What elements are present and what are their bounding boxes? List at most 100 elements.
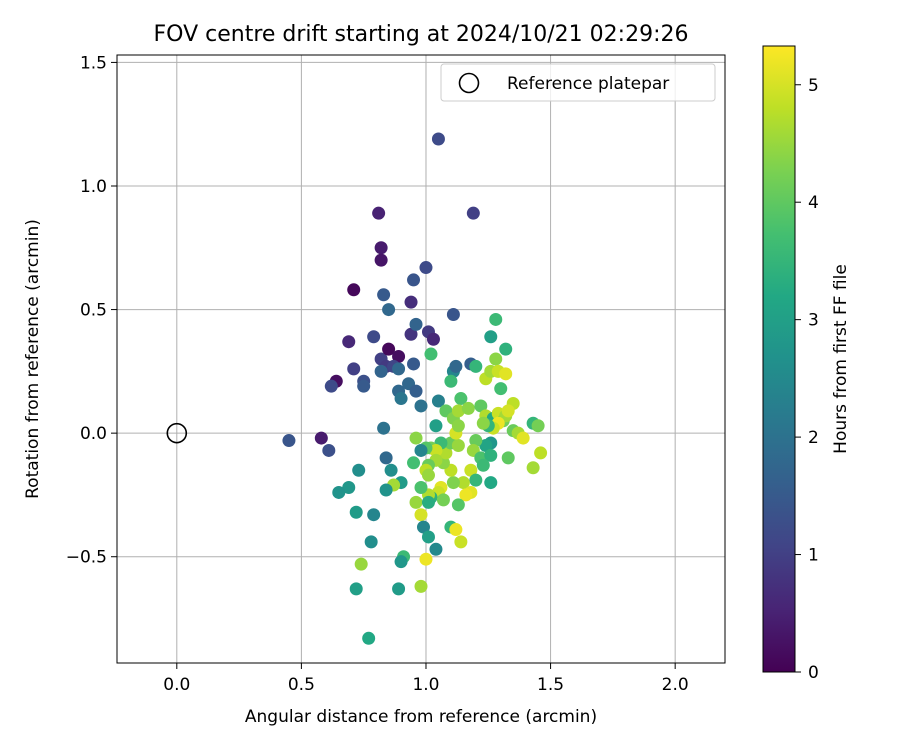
data-point — [354, 557, 368, 571]
y-tick-label: −0.5 — [66, 548, 107, 568]
x-tick-label: 2.0 — [662, 675, 689, 695]
data-point — [516, 431, 530, 445]
data-point — [449, 359, 463, 373]
colorbar-tick-label: 3 — [808, 311, 819, 331]
data-point — [414, 579, 428, 593]
y-tick-label: 1.0 — [80, 177, 107, 197]
data-point — [404, 327, 418, 341]
data-point — [421, 530, 435, 544]
data-point — [501, 451, 515, 465]
data-point — [439, 446, 453, 460]
data-point — [404, 295, 418, 309]
data-point — [379, 483, 393, 497]
legend: Reference platepar — [440, 63, 716, 102]
data-point — [377, 288, 391, 302]
data-point — [469, 434, 483, 448]
data-point — [374, 241, 388, 255]
colorbar-ticks: 0 1 2 3 4 5 — [795, 76, 819, 683]
data-point — [362, 631, 376, 645]
colorbar-gradient — [762, 45, 796, 673]
data-point — [454, 392, 468, 406]
data-point — [414, 481, 428, 495]
data-point — [456, 476, 470, 490]
data-point — [322, 443, 336, 457]
data-point — [367, 508, 381, 522]
data-point — [414, 443, 428, 457]
colorbar-tick-label: 4 — [808, 193, 819, 213]
data-point — [534, 446, 548, 460]
legend-label-reference: Reference platepar — [507, 74, 669, 94]
data-point — [416, 520, 430, 534]
data-point — [484, 330, 498, 344]
x-tick-label: 1.0 — [412, 675, 439, 695]
data-point — [499, 367, 513, 381]
data-point — [374, 364, 388, 378]
data-point — [282, 434, 296, 448]
reference-platepar-marker — [166, 422, 188, 444]
colorbar: 0 1 2 3 4 5 Hours from first FF file — [762, 45, 851, 683]
data-point — [357, 379, 371, 393]
data-point — [454, 535, 468, 549]
data-point — [451, 404, 465, 418]
data-point — [446, 308, 460, 322]
y-axis-label: Rotation from reference (arcmin) — [23, 219, 43, 499]
data-point — [476, 458, 490, 472]
grid — [117, 55, 725, 663]
data-point — [372, 206, 386, 220]
data-point — [394, 555, 408, 569]
data-point — [392, 362, 406, 376]
data-point — [426, 332, 440, 346]
data-point — [476, 416, 490, 430]
colorbar-label: Hours from first FF file — [831, 264, 851, 454]
data-point — [489, 352, 503, 366]
data-point — [451, 419, 465, 433]
data-point — [474, 399, 488, 413]
data-point — [436, 493, 450, 507]
data-point — [332, 485, 346, 499]
data-point — [421, 468, 435, 482]
data-point — [409, 317, 423, 331]
colorbar-tick-label: 5 — [808, 76, 819, 96]
x-tick-label: 0.5 — [288, 675, 315, 695]
y-axis-ticks: −0.5 0.0 0.5 1.0 1.5 — [66, 53, 117, 568]
data-point — [429, 542, 443, 556]
data-point — [459, 488, 473, 502]
colorbar-tick-label: 2 — [808, 428, 819, 448]
data-point — [352, 463, 366, 477]
data-point — [414, 508, 428, 522]
data-point — [484, 476, 498, 490]
data-point — [469, 359, 483, 373]
data-point — [419, 261, 433, 275]
data-point — [449, 523, 463, 537]
data-point — [424, 347, 438, 361]
data-point — [414, 399, 428, 413]
data-point — [429, 443, 443, 457]
y-tick-label: 1.5 — [80, 53, 107, 73]
data-point — [382, 303, 396, 317]
data-point — [394, 392, 408, 406]
data-point — [314, 431, 328, 445]
data-point — [407, 456, 421, 470]
data-point — [384, 463, 398, 477]
data-point — [349, 505, 363, 519]
y-tick-label: 0.5 — [80, 301, 107, 321]
colorbar-tick-label: 0 — [808, 663, 819, 683]
data-point — [429, 419, 443, 433]
x-tick-label: 1.5 — [537, 675, 564, 695]
data-point — [379, 451, 393, 465]
data-point — [342, 481, 356, 495]
data-point — [489, 312, 503, 326]
data-point — [409, 384, 423, 398]
data-point — [364, 535, 378, 549]
data-point — [501, 404, 515, 418]
y-tick-label: 0.0 — [80, 424, 107, 444]
data-point — [407, 273, 421, 287]
data-point — [451, 439, 465, 453]
data-point — [324, 379, 338, 393]
data-point — [431, 132, 445, 146]
data-point — [409, 495, 423, 509]
data-point — [349, 582, 363, 596]
data-point — [392, 350, 406, 364]
